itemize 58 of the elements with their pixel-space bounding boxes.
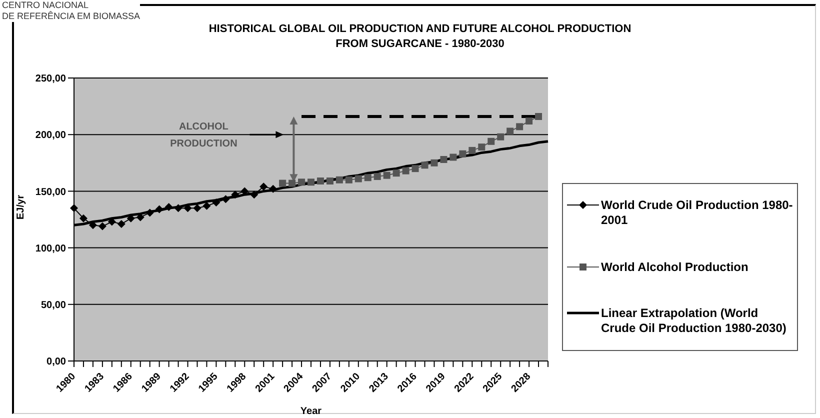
point [364,174,372,182]
point [421,162,428,169]
point [79,214,88,222]
y-tick-label: 250,00 [35,74,66,85]
point [231,190,240,199]
point [488,138,495,145]
point [374,172,381,180]
point [164,203,173,212]
point [326,178,334,185]
point [478,144,486,151]
point [345,176,352,184]
x-axis-title: Year [300,406,322,417]
point [516,123,524,130]
point [497,133,504,140]
y-tick-label: 150,00 [35,186,66,198]
point [193,204,202,212]
legend-label: World Crude Oil Production 1980-2001 [601,198,793,228]
legend-label: World Alcohol Production [601,260,748,274]
point [354,175,362,182]
point [250,190,258,199]
point [70,204,78,212]
point [440,156,448,164]
y-tick-label: 50,00 [40,300,66,311]
legend-label: Linear Extrapolation (World Crude Oil Production 1980-2030) [601,306,788,336]
point [269,184,278,193]
text: DE REFERÊNCIA EM BIOMASSA [2,11,140,22]
text: CENTRO NACIONAL [2,0,90,11]
point [450,154,457,161]
point [98,222,106,230]
point [412,165,419,172]
point [298,178,306,186]
chart-title: HISTORICAL GLOBAL OIL PRODUCTION AND FUTURE ALCOHOL PRODUCTION FROM SUGARCANE - 1980-2030 [208,22,632,52]
point [117,220,126,228]
point [212,198,220,207]
y-tick-label: 200,00 [35,130,66,142]
point [316,178,324,185]
point [383,172,390,179]
y-tick-label: 100,00 [35,243,66,254]
annotation: ALCOHOL PRODUCTION [170,122,238,150]
y-axis-title: EJ/yr [16,194,27,220]
point [146,208,154,217]
point [308,178,314,186]
point [279,180,286,187]
point [459,150,466,158]
point [402,167,410,174]
point [260,182,268,191]
point [506,128,514,135]
point [468,146,476,154]
point [202,202,211,210]
point [392,170,400,177]
point [288,180,296,187]
point [155,205,164,214]
point [174,204,182,212]
point [430,159,438,166]
point [336,176,343,184]
y-tick-label: 0,00 [46,356,66,368]
point [535,112,542,120]
point [526,118,533,125]
